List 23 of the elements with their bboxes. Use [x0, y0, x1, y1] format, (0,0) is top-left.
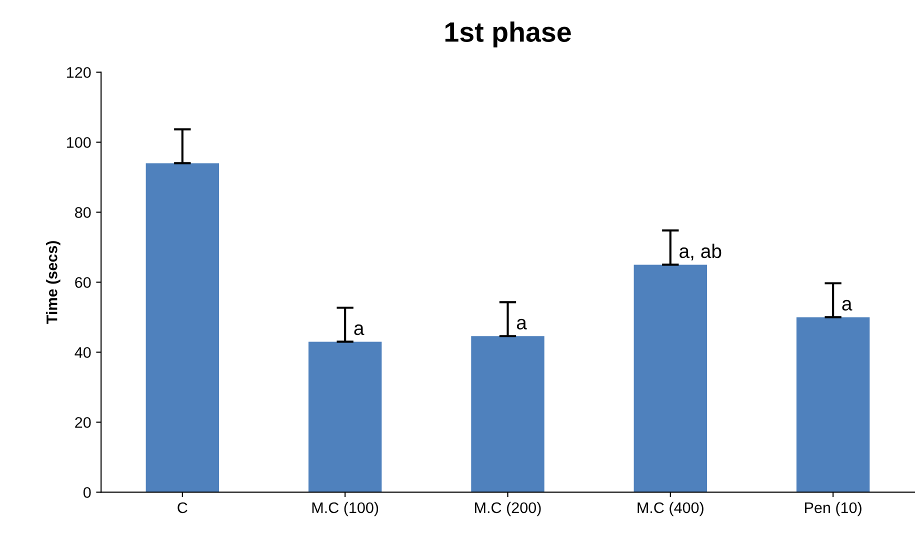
y-tick-label: 60 [75, 277, 91, 288]
annotation: a [842, 300, 852, 311]
bar [308, 342, 382, 492]
bar [146, 163, 220, 492]
y-axis-title: Time (secs) [46, 241, 60, 324]
annotation: a [516, 318, 527, 330]
y-tick-label: 0 [83, 487, 91, 498]
x-tick-label: C [178, 502, 188, 514]
x-tick-label: M.C (200) [475, 502, 541, 516]
bar [796, 317, 870, 492]
x-tick-label: Pen (10) [805, 502, 862, 516]
chart-title: 1st phase [445, 22, 571, 48]
y-tick-label: 20 [75, 417, 91, 428]
y-tick-label: 80 [75, 207, 91, 218]
bar [634, 264, 708, 492]
y-tick-label: 100 [67, 137, 91, 148]
y-tick-label: 40 [74, 347, 91, 358]
annotation: a, ab [680, 244, 722, 260]
y-tick-label: 120 [67, 67, 91, 78]
x-tick-label: M.C (100) [312, 502, 378, 516]
x-tick-label: M.C (400) [638, 502, 704, 516]
bar [471, 336, 544, 492]
annotation: a [354, 324, 364, 336]
